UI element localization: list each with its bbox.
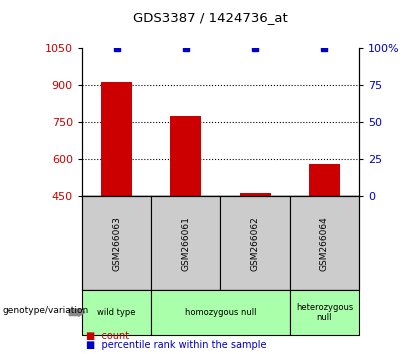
Text: GSM266063: GSM266063 bbox=[112, 216, 121, 271]
Bar bbox=[309, 164, 340, 196]
Text: GSM266061: GSM266061 bbox=[181, 216, 190, 271]
Bar bbox=[101, 82, 132, 196]
Text: GSM266062: GSM266062 bbox=[251, 216, 260, 271]
Bar bbox=[170, 116, 202, 196]
Text: genotype/variation: genotype/variation bbox=[2, 306, 88, 315]
Text: homozygous null: homozygous null bbox=[185, 308, 256, 317]
Text: heterozygous
null: heterozygous null bbox=[296, 303, 353, 322]
Text: GSM266064: GSM266064 bbox=[320, 216, 329, 271]
Bar bbox=[239, 194, 271, 196]
Text: wild type: wild type bbox=[97, 308, 136, 317]
Text: GDS3387 / 1424736_at: GDS3387 / 1424736_at bbox=[133, 11, 287, 24]
Text: ■  count: ■ count bbox=[86, 331, 129, 341]
Text: ■  percentile rank within the sample: ■ percentile rank within the sample bbox=[86, 341, 267, 350]
